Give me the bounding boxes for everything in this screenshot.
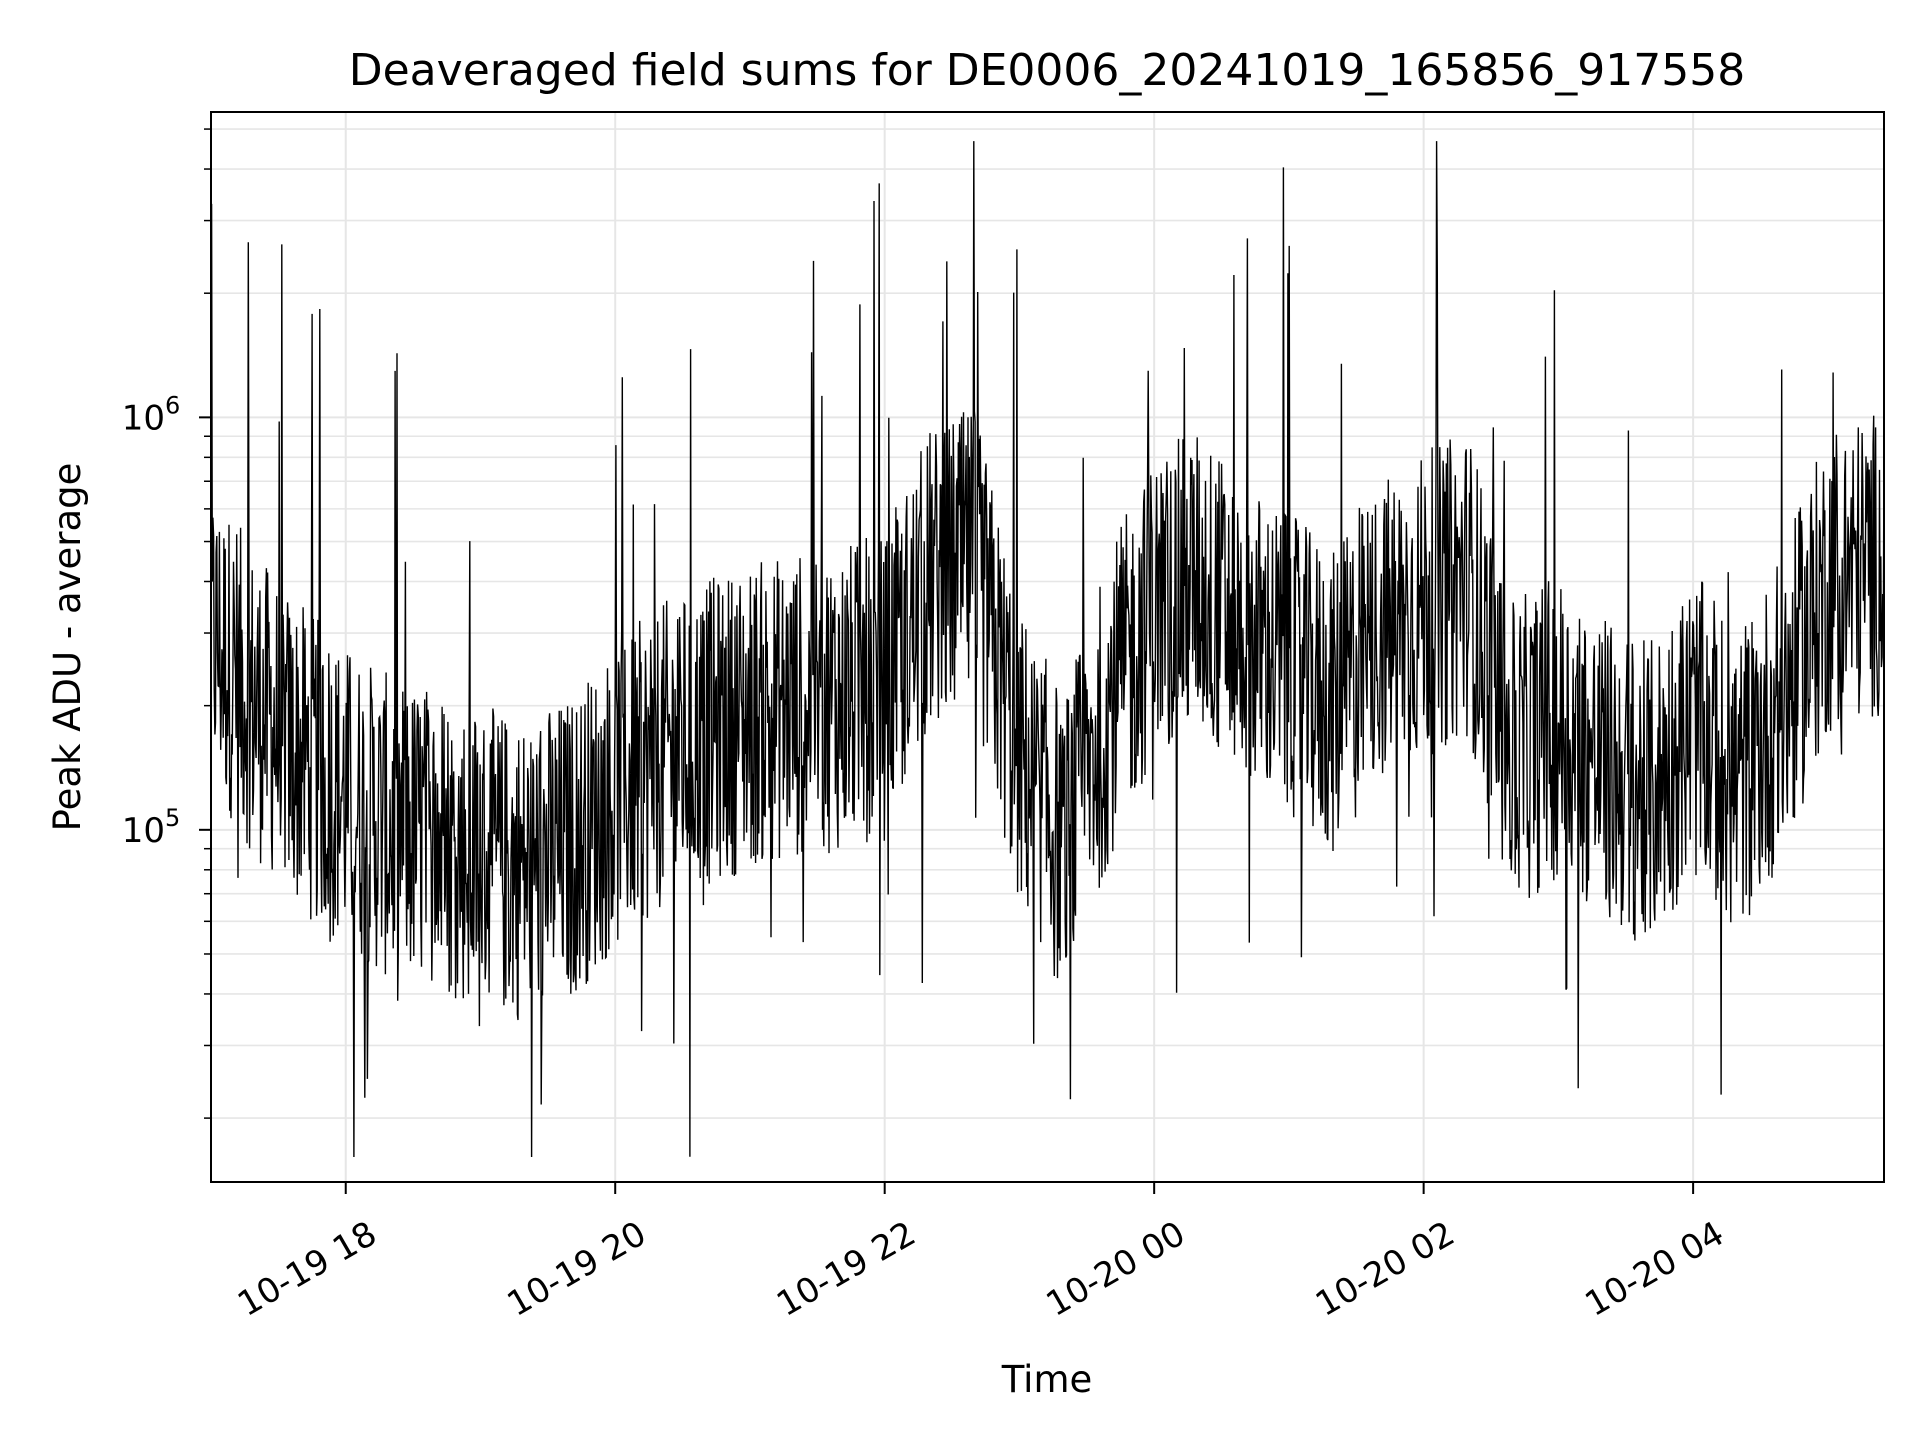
x-tick-label: 10-19 18	[231, 1214, 383, 1325]
x-tick-label: 10-20 02	[1309, 1214, 1461, 1325]
chart-title: Deaveraged field sums for DE0006_2024101…	[349, 45, 1746, 96]
x-axis-label: Time	[1001, 1358, 1093, 1401]
series-line	[210, 141, 1885, 1158]
x-axis: 10-19 18 10-19 20 10-19 22 10-20 00 10-20 02…	[231, 1182, 1731, 1325]
x-tick-label: 10-20 04	[1579, 1214, 1731, 1325]
plot-frame	[210, 111, 1885, 1183]
y-tick-label: 106	[122, 391, 181, 438]
x-tick-label: 10-19 22	[770, 1214, 922, 1325]
x-tick-label: 10-19 20	[501, 1214, 653, 1325]
y-axis: 105 106	[122, 128, 211, 1119]
y-tick-label: 105	[122, 804, 181, 851]
y-axis-label: Peak ADU - average	[46, 463, 89, 832]
x-tick-label: 10-20 00	[1040, 1214, 1192, 1325]
